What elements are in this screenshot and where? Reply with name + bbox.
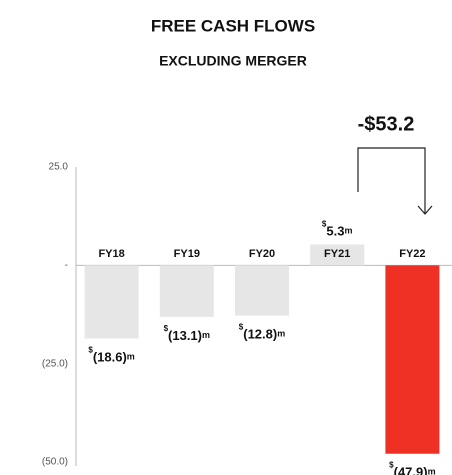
chart-title: FREE CASH FLOWS [151, 16, 315, 35]
y-tick-label: (25.0) [42, 358, 68, 369]
x-tick-label: FY20 [249, 248, 275, 260]
value-label: $(18.6)m [88, 346, 134, 365]
bar [235, 265, 289, 316]
value-label: $(47.9)m [389, 461, 435, 475]
x-tick-label: FY18 [98, 248, 124, 260]
value-label: $(13.1)m [164, 324, 210, 343]
bar [84, 265, 139, 339]
y-tick-label: 25.0 [49, 162, 69, 173]
y-tick-label: - [65, 260, 68, 271]
annotation: -$53.2 [358, 113, 415, 135]
bar [385, 265, 440, 454]
bar [310, 244, 365, 266]
arrow-head [417, 205, 433, 215]
chart-subtitle: EXCLUDING MERGER [159, 53, 307, 69]
value-label: $5.3m [322, 220, 353, 239]
y-tick-label: (50.0) [42, 457, 68, 468]
x-tick-label: FY21 [324, 248, 350, 260]
bar [159, 265, 214, 317]
difference-bracket [357, 147, 426, 213]
x-tick-label: FY22 [399, 248, 425, 260]
value-label: $(12.8)m [239, 323, 285, 342]
x-tick-label: FY19 [174, 248, 200, 260]
